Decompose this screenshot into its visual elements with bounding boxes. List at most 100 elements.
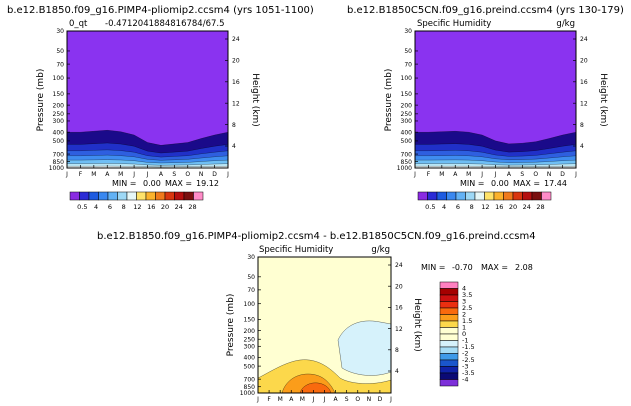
x-tick-label: F [427,171,431,178]
x-tick-label: J [413,171,416,178]
y-tick-label: 250 [244,336,256,343]
y-tick-label: 500 [53,138,65,145]
x-tick-label: J [65,171,68,178]
colorbar-label: 8 [470,203,474,211]
legend-box [439,327,459,335]
colorbar-box [145,191,156,201]
negative-contour [337,320,391,376]
y2-tick-label: 16 [395,305,403,312]
colorbar-label: 28 [536,203,544,211]
y-tick-label: 200 [244,328,256,335]
x-tick-label: D [560,171,565,178]
y-tick-label: 850 [401,159,413,166]
colorbar-box [117,191,128,201]
panel-2-min-value: 0.00 [491,179,509,188]
y-tick-label: 100 [401,75,413,82]
panel-1-left-label: 0_qt [69,19,88,29]
y2-tick-label: 24 [580,36,588,43]
legend-label: -1 [462,337,468,345]
x-tick-label: O [355,396,360,403]
panel-2-max-label: MAX = [513,179,540,188]
colorbar-box [531,191,542,201]
legend-box [439,294,459,302]
x-tick-label: M [439,171,444,178]
y-tick-label: 1000 [397,165,412,172]
y-tick-label: 250 [401,111,413,118]
x-tick-label: J [323,396,326,403]
colorbar-box [417,191,428,201]
colorbar-label: 16 [495,203,503,211]
colorbar-box [88,191,99,201]
y2-tick-label: 16 [232,79,240,86]
y2-tick-label: 20 [395,283,403,290]
y-tick-label: 1000 [240,390,255,397]
y2-tick-label: 16 [580,79,588,86]
colorbar-label: 6 [456,203,460,211]
y-tick-label: 300 [401,118,413,125]
panel-2: b.e12.B1850C5CN.f09_g16.preind.ccsm4 (yr… [347,5,624,211]
panel-1: b.e12.B1850.f09_g16.PIMP4-pliomip2.ccsm4… [7,5,314,211]
colorbar-label: 24 [523,203,531,211]
colorbar-label: 6 [108,203,112,211]
legend-box [439,346,459,354]
colorbar-label: 4 [442,203,446,211]
legend-box [439,288,459,296]
panel-3-legend: 43.532.521.510-1-1.5-2-2.5-3-3.5-4 [439,281,475,387]
panel-1-filled-contours [67,31,228,168]
panel-1-ylabel: Pressure (mb) [36,69,46,132]
x-tick-label: S [172,171,176,178]
x-tick-label: S [520,171,524,178]
panel-2-min-label: MIN = [460,179,485,188]
y-tick-label: 400 [53,129,65,136]
colorbar-box [493,191,504,201]
colorbar-box [155,191,166,201]
legend-label: 2 [462,311,466,319]
panel-2-max-value: 17.44 [544,179,567,188]
y2-tick-label: 4 [395,368,399,375]
positive-contour [299,382,332,393]
panel-3-left-label: Specific Humidity [259,245,333,255]
y-tick-label: 150 [53,91,65,98]
y-tick-label: 100 [244,301,256,308]
x-tick-label: M [118,171,123,178]
colorbar-box [512,191,523,201]
y-tick-label: 700 [53,151,65,158]
panel-2-left-label: Specific Humidity [417,19,491,29]
y2-tick-label: 12 [580,100,588,107]
colorbar-label: 16 [147,203,155,211]
colorbar-label: 28 [188,203,196,211]
y2-tick-label: 20 [232,58,240,65]
panel-3-right-label: g/kg [371,245,390,255]
panel-3-max-value: 2.08 [515,263,533,272]
x-tick-label: J [312,396,315,403]
x-tick-label: J [574,171,577,178]
y-tick-label: 70 [404,61,412,68]
legend-box [439,366,459,374]
colorbar-box [126,191,137,201]
y-tick-label: 200 [53,102,65,109]
legend-box [439,372,459,380]
panel-1-y2label: Height (km) [250,73,260,127]
colorbar-box [503,191,514,201]
legend-box [439,320,459,328]
y-tick-label: 70 [247,287,255,294]
legend-label: -2 [462,350,468,358]
panel-3-ylabel: Pressure (mb) [226,294,236,357]
y-tick-label: 150 [244,317,256,324]
x-tick-label: M [91,171,96,178]
y-tick-label: 500 [401,138,413,145]
colorbar-label: 0.5 [77,203,87,211]
x-tick-label: J [226,171,229,178]
colorbar-box [107,191,118,201]
panel-2-colorbar: 0.5 4 6 8 12 16 20 24 28 [417,191,552,211]
x-tick-label: J [256,396,259,403]
colorbar-label: 24 [175,203,183,211]
x-tick-label: O [533,171,538,178]
legend-box [439,359,459,367]
y-tick-label: 30 [56,28,64,35]
panel-2-filled-contours [415,31,576,168]
x-tick-label: A [453,171,458,178]
